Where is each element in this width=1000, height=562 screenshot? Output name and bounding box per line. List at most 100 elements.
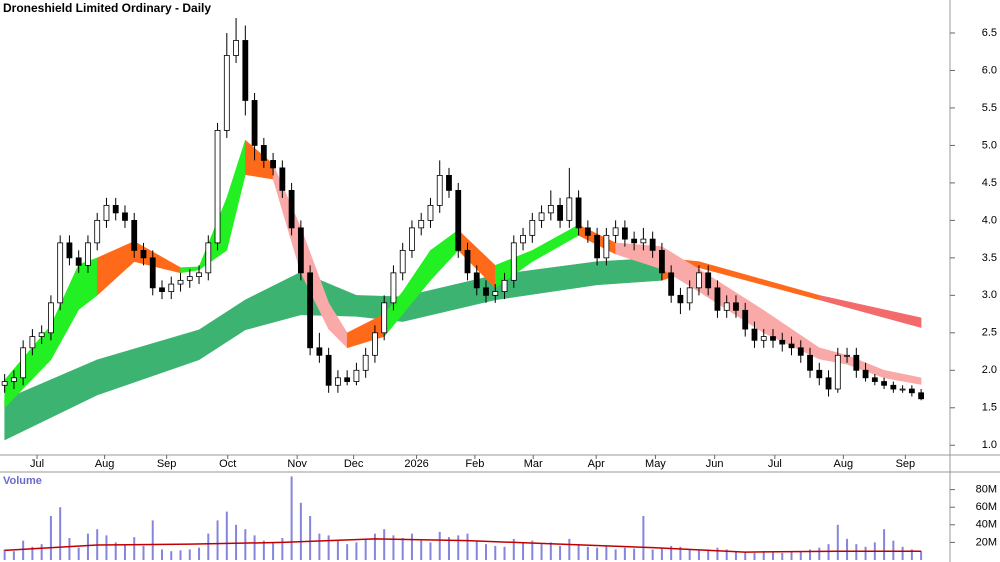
candle-body [760,336,767,341]
volume-bar [216,520,219,560]
candle-body [455,189,462,251]
candle-body [66,242,73,259]
volume-title: Volume [3,475,42,487]
candle-body [390,272,397,304]
volume-bar [855,544,858,560]
y-tick-label: 5.0 [982,139,997,151]
y-tick-label: 4.0 [982,214,997,226]
volume-bar [790,552,793,560]
candle-body [483,287,489,296]
candle-body [75,257,82,266]
candle-body [334,377,341,386]
candle-body [446,175,452,191]
volume-bar [133,537,136,560]
candle-body [38,332,45,337]
candle-body [520,234,526,244]
candle-body [779,339,786,345]
candle-body [362,354,369,371]
candle-body [770,336,776,341]
candle-body [742,309,749,330]
y-tick-label: 6.5 [982,27,997,39]
volume-bar [883,529,886,560]
candle-body [316,347,323,356]
volume-bar [679,546,682,560]
volume-bar [392,535,395,560]
volume-bar [40,544,43,560]
volume-bar [31,546,34,560]
ribbon-segment [883,369,922,385]
candle-body [547,204,554,214]
volume-bar [383,529,386,560]
candle-body [307,272,314,349]
candle-body [659,249,665,274]
volume-bar [198,547,201,560]
volume-bar [901,546,904,560]
candle-body [501,279,508,292]
candle-body [890,384,897,390]
volume-bar [559,545,562,560]
candle-body [881,381,887,386]
volume-bar [771,552,774,560]
x-tick-label: Sep [896,458,916,470]
volume-bar [262,540,265,560]
volume-bar [892,540,895,560]
candle-body [899,388,906,391]
x-tick-label: Jul [768,458,782,470]
volume-bar [22,540,25,560]
candle-body [834,354,841,390]
x-tick-label: Aug [95,458,115,470]
volume-bar [614,549,617,560]
candle-body [251,100,258,146]
candle-body [825,377,832,390]
volume-bar [281,538,284,560]
y-tick-label: 80M [976,484,997,496]
candle-body [159,287,165,292]
candle-body [186,276,193,281]
volume-bar [781,552,784,560]
candle-body [621,227,628,240]
volume-bar [179,550,182,560]
candle-body [94,219,101,244]
volume-bar [568,538,571,560]
candle-body [538,212,545,221]
y-tick-label: 2.0 [982,364,997,376]
y-tick-label: 20M [976,536,997,548]
candle-body [705,272,712,289]
y-tick-label: 40M [976,519,997,531]
candle-body [631,238,638,244]
volume-bar [586,546,589,560]
candle-body [1,381,8,386]
candle-body [270,160,276,169]
volume-bar [466,533,469,560]
candle-body [844,354,850,357]
volume-bar [309,516,312,560]
y-tick-label: 5.5 [982,102,997,114]
candle-body [10,377,17,382]
volume-bar [503,546,506,560]
volume-bar [420,540,423,560]
volume-bar [207,533,210,560]
volume-bar [355,542,358,560]
candle-body [353,369,360,382]
volume-bar [725,549,728,560]
candle-body [529,219,536,236]
candle-body [297,227,304,274]
volume-bar [734,551,737,560]
candle-body [603,234,610,259]
x-tick-label: Mar [524,458,543,470]
candle-body [677,294,684,304]
volume-bar [59,507,62,560]
volume-bar [818,547,821,560]
candle-body [733,302,739,311]
candle-body [112,204,119,214]
candle-body [399,249,406,274]
candle-body [584,227,591,236]
volume-bar [161,549,164,560]
x-tick-label: Feb [465,458,484,470]
x-tick-label: Sep [157,458,177,470]
volume-bar [836,524,839,560]
candle-body [288,189,295,229]
volume-bar [753,552,756,560]
volume-bar [225,511,228,560]
volume-bar [346,544,349,560]
